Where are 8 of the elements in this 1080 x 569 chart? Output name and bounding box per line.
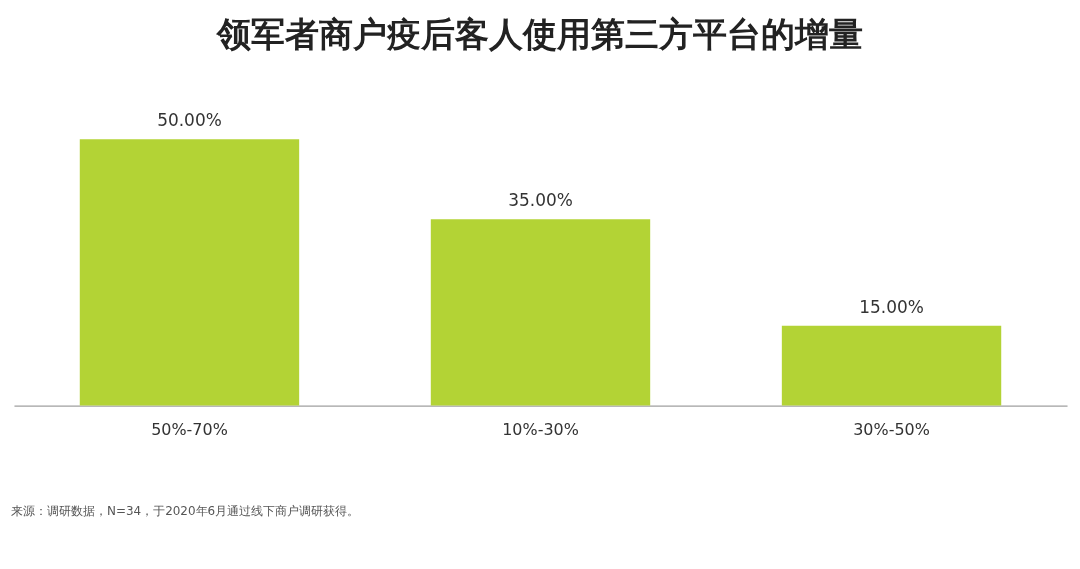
x-tick-label: 30%-50% bbox=[853, 420, 930, 440]
source-note: 来源：调研数据，N=34，于2020年6月通过线下商户调研获得。 bbox=[10, 504, 360, 519]
chart-title: 领军者商户疫后客人使用第三方平台的增量 bbox=[215, 14, 864, 54]
data-label: 15.00% bbox=[859, 296, 924, 317]
x-tick-label: 50%-70% bbox=[151, 420, 228, 440]
data-label: 35.00% bbox=[508, 190, 573, 211]
x-tick-label: 10%-30% bbox=[502, 420, 579, 440]
data-label: 50.00% bbox=[157, 110, 222, 131]
